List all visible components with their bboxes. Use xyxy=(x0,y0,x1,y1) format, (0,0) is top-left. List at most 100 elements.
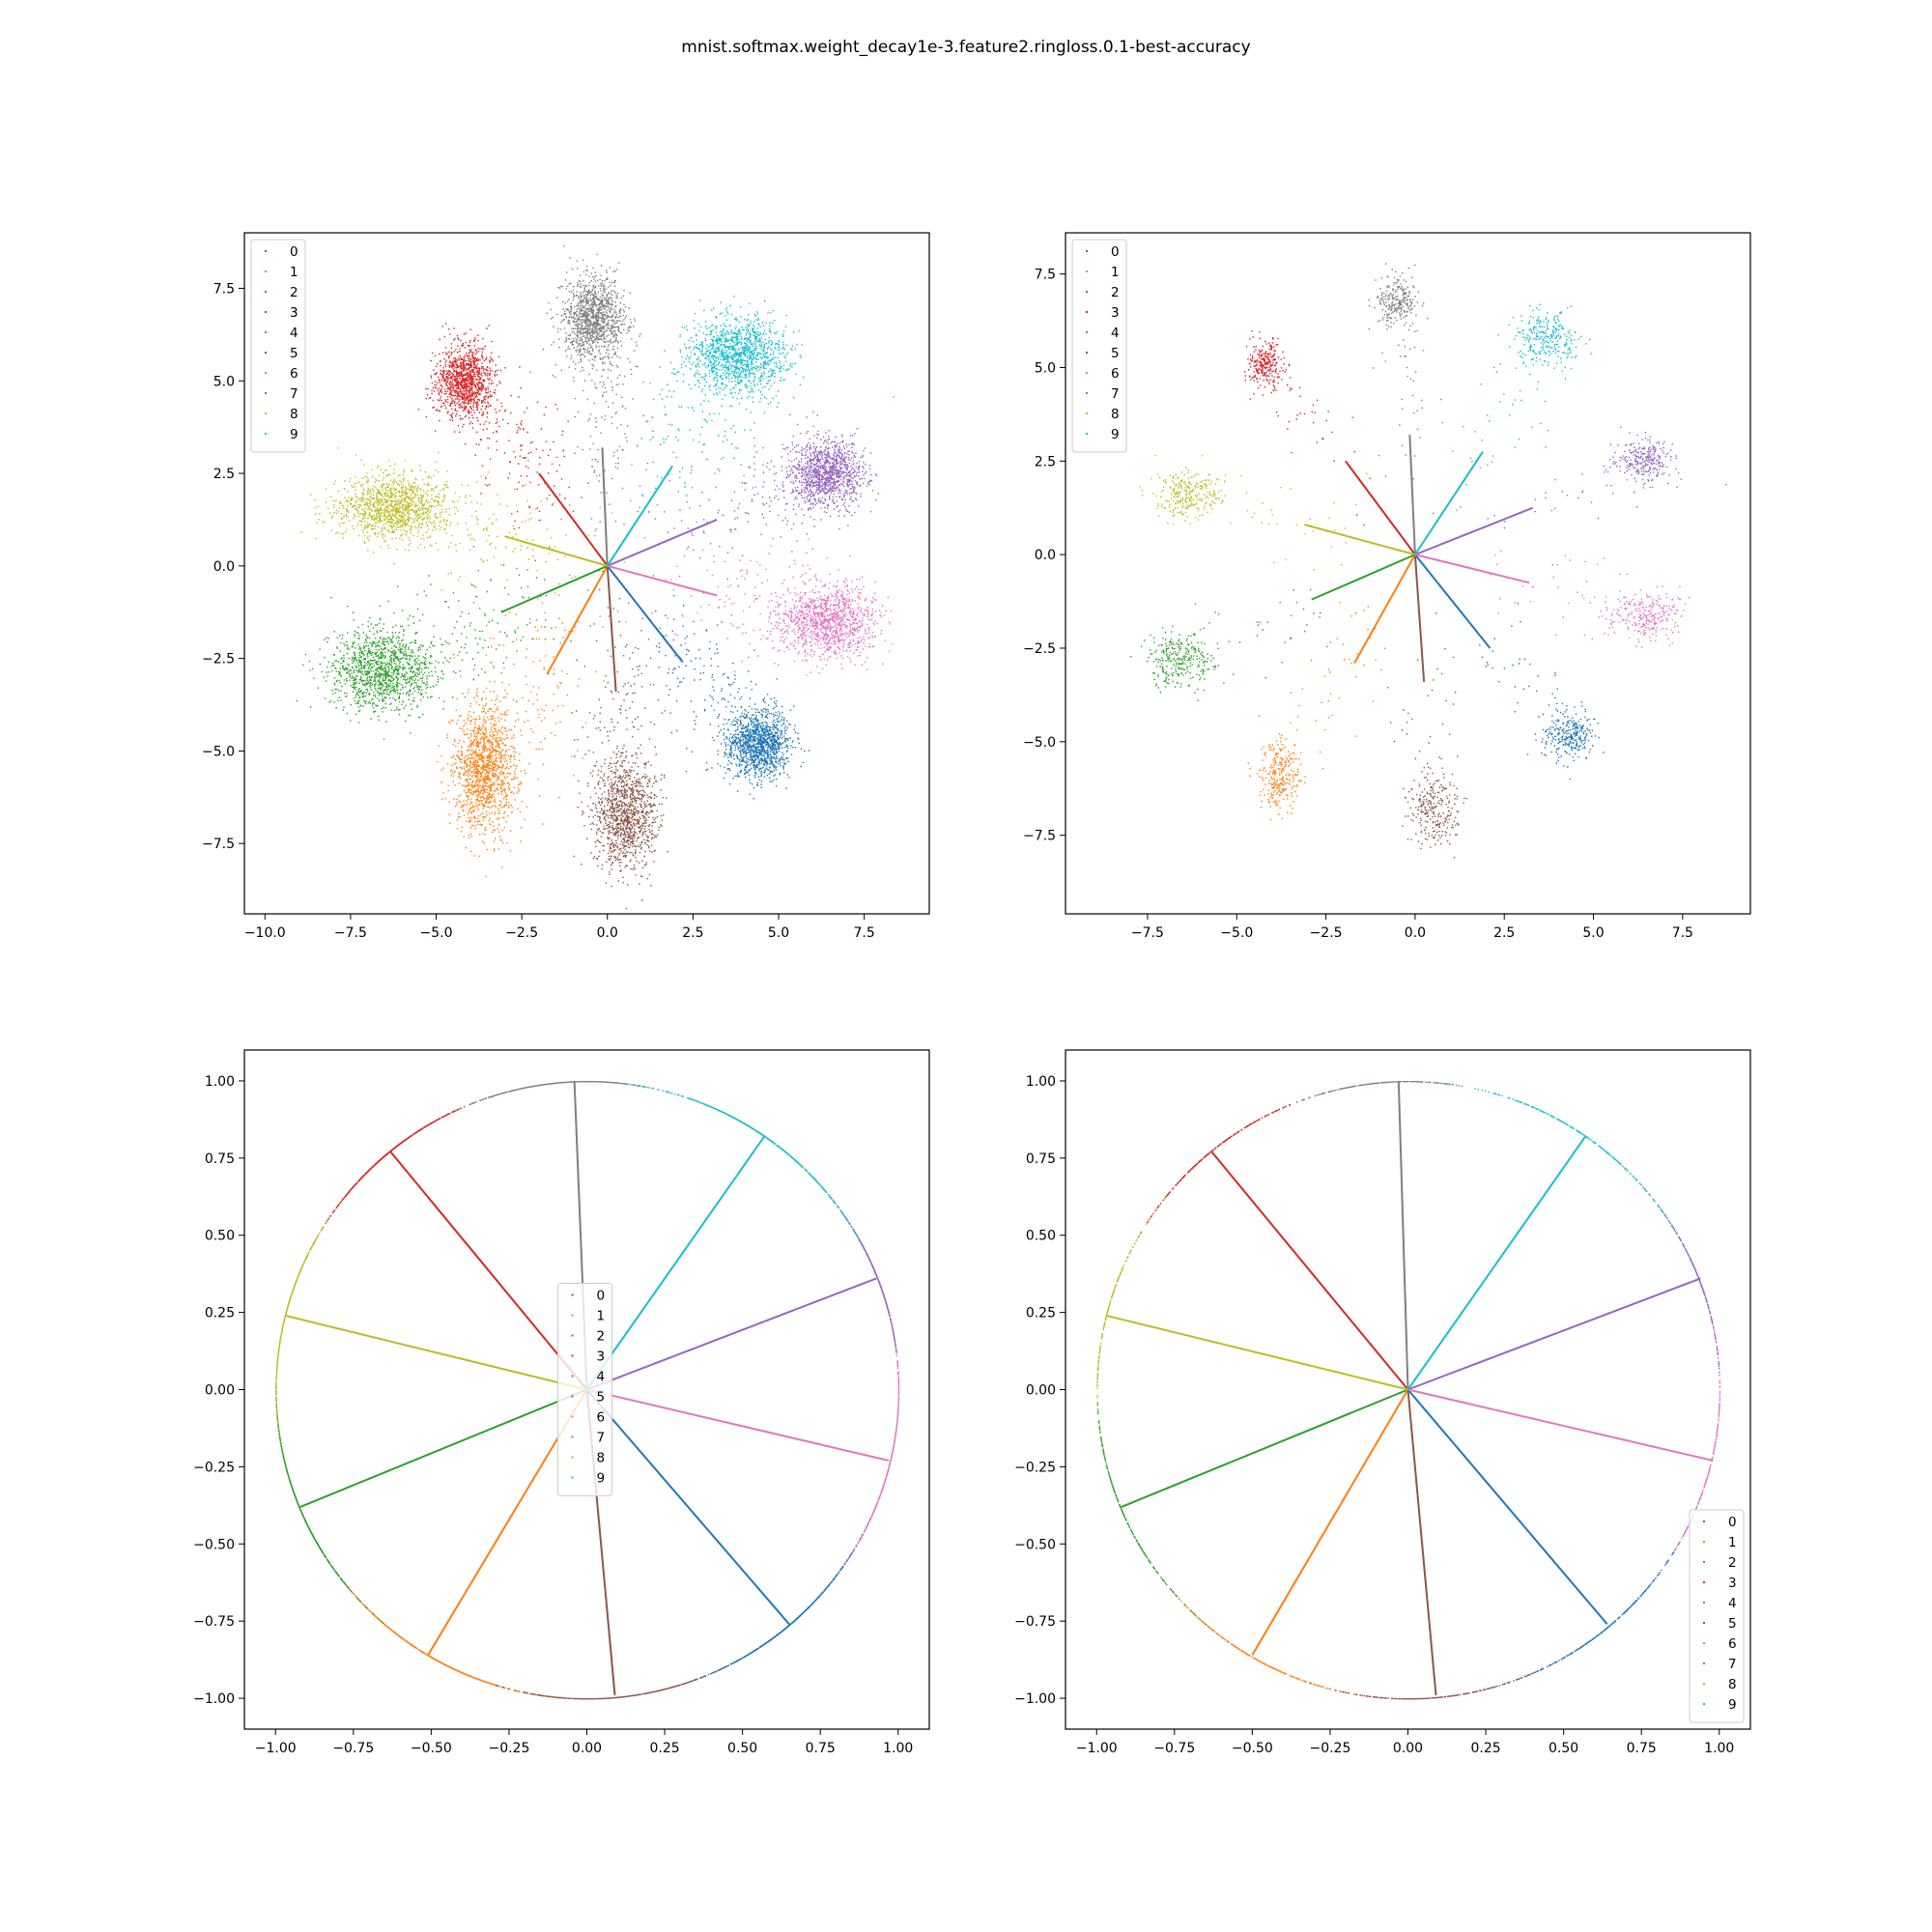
y-tick-label: −0.25 xyxy=(1014,1460,1056,1475)
series-class-7 xyxy=(1270,1081,1463,1114)
figure-title: mnist.softmax.weight_decay1e-3.feature2.… xyxy=(681,38,1250,57)
series-class-1 xyxy=(437,475,614,878)
weight-vector-class-7 xyxy=(601,447,609,566)
x-tick-label: −2.5 xyxy=(505,925,538,941)
legend-marker-9 xyxy=(1703,1703,1705,1705)
x-tick-label: −5.0 xyxy=(1220,925,1253,941)
y-tick-label: −0.75 xyxy=(193,1614,235,1630)
weight-vector-class-9 xyxy=(606,465,673,567)
legend-marker-3 xyxy=(265,311,267,313)
weight-vector-class-0 xyxy=(1414,554,1492,649)
legend-marker-9 xyxy=(571,1476,574,1479)
legend-marker-6 xyxy=(571,1415,574,1418)
scatter-points-class-7 xyxy=(1270,1081,1463,1114)
legend-label-0: 0 xyxy=(290,244,298,260)
legend-label-7: 7 xyxy=(597,1431,606,1446)
legend-marker-4 xyxy=(1086,331,1088,333)
legend-label-7: 7 xyxy=(1728,1657,1737,1672)
legend-marker-5 xyxy=(1086,352,1088,354)
legend-label-1: 1 xyxy=(597,1309,606,1324)
weight-vector-class-6 xyxy=(607,564,718,597)
legend-label-8: 8 xyxy=(1111,407,1120,422)
series-class-7 xyxy=(1368,263,1443,480)
legend-label-7: 7 xyxy=(290,386,298,402)
legend-label-9: 9 xyxy=(1111,427,1120,442)
subplot-bottom-right: −1.00 −0.75 −0.50 −0.25 0.00 0.25 0.50 0.75 1.00… xyxy=(1014,1049,1751,1756)
x-tick-label: −1.00 xyxy=(1076,1741,1118,1756)
y-tick-label: −0.25 xyxy=(193,1460,235,1475)
x-tick-label: −10.0 xyxy=(244,925,286,941)
y-tick-label: −1.00 xyxy=(193,1691,235,1707)
weight-vector-class-0 xyxy=(1406,1388,1608,1626)
legend-label-5: 5 xyxy=(290,346,298,361)
legend-marker-3 xyxy=(1703,1581,1705,1583)
y-tick-label: 0.75 xyxy=(1026,1151,1056,1167)
y-tick-label: −2.5 xyxy=(1023,641,1056,657)
subplot-top-left: −10.0 −7.5 −5.0 −2.5 0.0 2.5 5.0 7.5 −7.5 −5.0 −2.… xyxy=(202,232,930,941)
legend-label-6: 6 xyxy=(1728,1636,1737,1652)
x-tick-label: 5.0 xyxy=(1582,925,1604,941)
legend-marker-0 xyxy=(1703,1520,1705,1522)
scatter-points-class-4 xyxy=(599,413,879,600)
weight-vector-class-4 xyxy=(1407,1277,1701,1391)
scatter-points-class-6 xyxy=(1655,1324,1721,1578)
weight-vector-class-6 xyxy=(1414,554,1530,584)
legend-marker-4 xyxy=(1703,1602,1705,1604)
legend-label-2: 2 xyxy=(597,1329,606,1345)
legend-marker-3 xyxy=(571,1354,574,1357)
weight-vector-class-2 xyxy=(1311,554,1416,601)
y-tick-label: −0.50 xyxy=(193,1537,235,1552)
weight-vector-class-6 xyxy=(1407,1388,1714,1462)
plot-area xyxy=(1096,1080,1721,1700)
x-tick-label: 0.25 xyxy=(649,1741,679,1756)
legend-marker-6 xyxy=(265,372,267,374)
legend-label-0: 0 xyxy=(1111,244,1120,260)
scatter-points-class-4 xyxy=(1433,426,1727,566)
y-tick-label: −7.5 xyxy=(202,837,235,852)
axes-frame xyxy=(243,232,930,915)
legend-label-9: 9 xyxy=(597,1471,606,1487)
legend-marker-5 xyxy=(265,352,267,354)
x-tick-label: 2.5 xyxy=(682,925,703,941)
series-class-0 xyxy=(618,595,810,800)
legend-label-0: 0 xyxy=(1728,1515,1737,1530)
scatter-points-class-0 xyxy=(618,595,810,800)
legend-marker-2 xyxy=(1703,1561,1705,1563)
y-tick-label: −1.00 xyxy=(1014,1691,1056,1707)
y-tick-label: 1.00 xyxy=(1026,1074,1056,1090)
x-tick-label: −2.5 xyxy=(1310,925,1343,941)
y-tick-label: −0.75 xyxy=(1014,1614,1056,1630)
weight-vector-class-3 xyxy=(1210,1151,1409,1391)
weight-vector-class-8 xyxy=(1105,1314,1408,1391)
scatter-points-class-9 xyxy=(540,296,895,561)
weight-vector-class-2 xyxy=(299,1388,587,1508)
weight-vector-class-9 xyxy=(585,1135,766,1391)
legend-marker-7 xyxy=(571,1435,574,1438)
legend-marker-2 xyxy=(1086,291,1088,293)
legend-marker-0 xyxy=(571,1293,574,1296)
y-tick-label: 0.25 xyxy=(1026,1306,1056,1321)
legend-label-6: 6 xyxy=(290,366,298,382)
legend-label-4: 4 xyxy=(290,326,298,341)
weight-vector-class-1 xyxy=(1251,1388,1409,1656)
legend-label-0: 0 xyxy=(597,1289,606,1304)
legend-marker-5 xyxy=(571,1395,574,1398)
scatter-points-class-6 xyxy=(822,1320,900,1593)
legend-label-3: 3 xyxy=(597,1350,606,1365)
legend-label-9: 9 xyxy=(290,427,298,442)
legend-marker-7 xyxy=(1086,392,1088,394)
scatter-points-class-1 xyxy=(437,475,614,878)
weight-vector-class-0 xyxy=(606,565,684,664)
y-tick-label: 2.5 xyxy=(1035,454,1056,469)
legend-marker-6 xyxy=(1703,1642,1705,1644)
legend-label-5: 5 xyxy=(597,1390,606,1406)
x-tick-label: −0.25 xyxy=(488,1741,529,1756)
x-tick-label: −0.75 xyxy=(332,1741,374,1756)
weight-vector-class-9 xyxy=(1406,1135,1587,1391)
legend-label-8: 8 xyxy=(290,407,298,422)
series-class-5 xyxy=(1387,648,1468,859)
legend-marker-4 xyxy=(571,1375,574,1378)
legend-marker-5 xyxy=(1703,1622,1705,1624)
legend-label-4: 4 xyxy=(1728,1596,1737,1611)
